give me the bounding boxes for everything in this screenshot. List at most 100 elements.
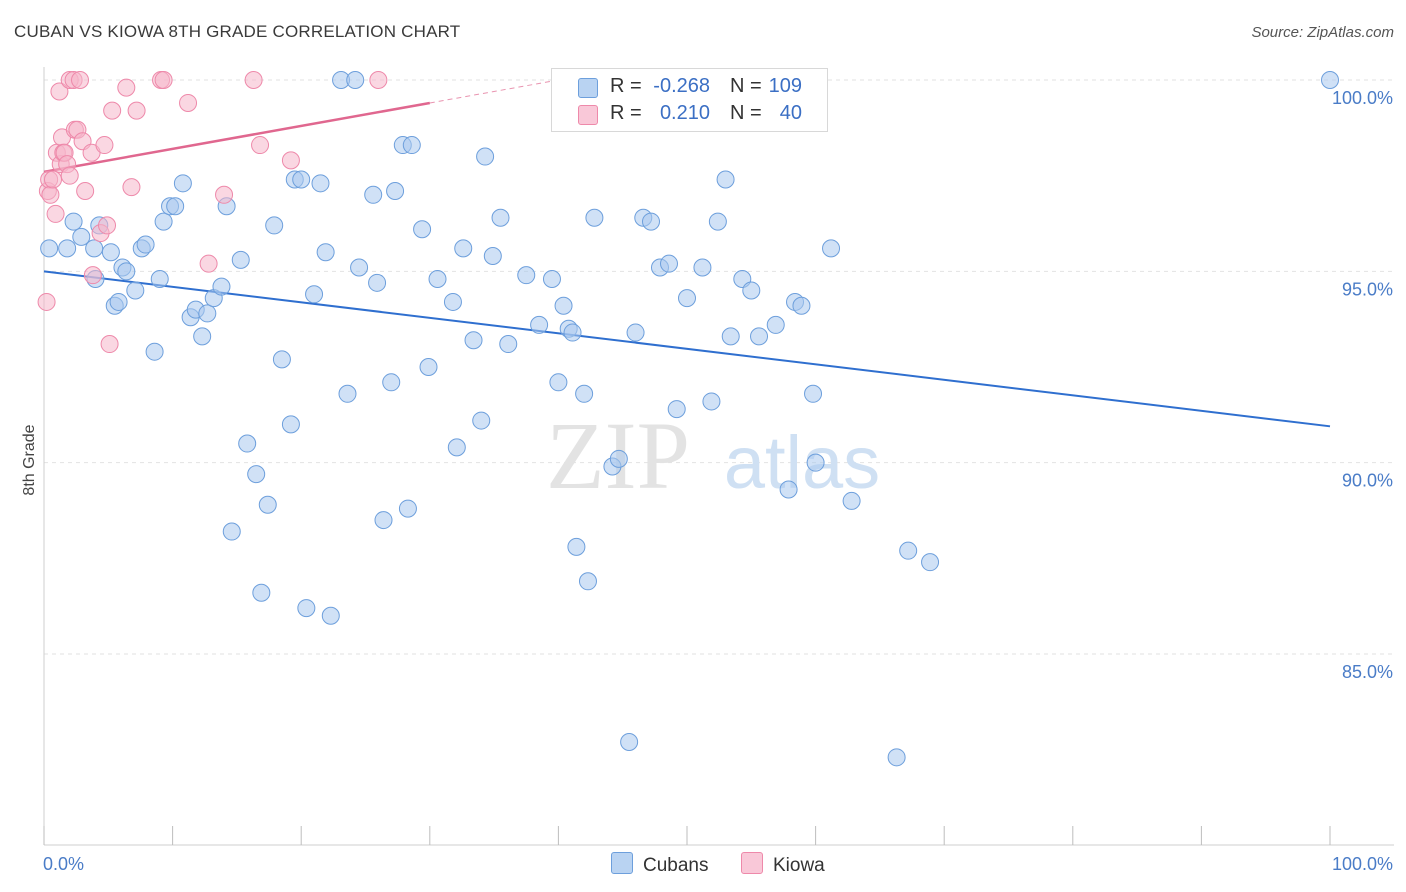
watermark: ZIP atlas <box>546 402 880 509</box>
cubans-point <box>58 239 77 258</box>
kiowa-point <box>44 170 63 189</box>
cubans-point <box>454 239 473 258</box>
kiowa-point <box>199 254 218 273</box>
kiowa-point <box>46 204 65 223</box>
cubans-point <box>585 208 604 227</box>
kiowa-point <box>179 93 198 112</box>
cubans-point <box>265 216 284 235</box>
kiowa-trend-line-extension <box>429 79 559 104</box>
cubans-point <box>804 384 823 403</box>
bottom-kiowa-label: Kiowa <box>773 855 825 876</box>
cubans-point <box>921 553 940 572</box>
cubans-point <box>491 208 510 227</box>
kiowa-trend-line <box>43 101 431 174</box>
cubans-point <box>659 254 678 273</box>
cubans-point <box>292 170 311 189</box>
cubans-point <box>101 243 120 262</box>
cubans-point <box>364 185 383 204</box>
cubans-point <box>136 235 155 254</box>
cubans-point <box>258 495 277 514</box>
cubans-point <box>126 281 145 300</box>
bottom-cubans-swatch <box>611 852 633 874</box>
cubans-point <box>554 296 573 315</box>
bottom-legend-kiowa: Kiowa <box>741 852 825 877</box>
watermark-atlas: atlas <box>724 421 880 504</box>
cubans-point <box>272 350 291 369</box>
bottom-cubans-label: Cubans <box>643 855 709 876</box>
kiowa-point <box>76 181 95 200</box>
cubans-point <box>398 499 417 518</box>
cubans-point <box>578 572 597 591</box>
cubans-point <box>549 373 568 392</box>
cubans-point <box>311 174 330 193</box>
cubans-point <box>281 415 300 434</box>
cubans-point <box>316 243 335 262</box>
cubans-r-label: R = <box>610 75 642 97</box>
cubans-point <box>530 315 549 334</box>
kiowa-point <box>98 216 117 235</box>
cubans-point <box>305 285 324 304</box>
cubans-point <box>145 342 164 361</box>
cubans-n-value: 109 <box>768 75 802 97</box>
cubans-point <box>64 212 83 231</box>
kiowa-swatch <box>578 105 598 125</box>
y-tick-label: 100.0% <box>1332 88 1393 108</box>
y-axis-label: 8th Grade <box>21 424 38 495</box>
kiowa-point <box>37 292 56 311</box>
cubans-point <box>822 239 841 258</box>
cubans-point <box>620 733 639 752</box>
cubans-n-label: N = <box>730 75 762 97</box>
cubans-r-value: -0.268 <box>653 75 710 97</box>
cubans-point <box>40 239 59 258</box>
kiowa-point <box>215 185 234 204</box>
cubans-point <box>779 480 798 499</box>
cubans-point <box>563 323 582 342</box>
cubans-point <box>231 250 250 269</box>
cubans-trend-line <box>43 270 1331 428</box>
cubans-point <box>117 262 136 281</box>
chart-title: CUBAN VS KIOWA 8TH GRADE CORRELATION CHA… <box>14 22 461 41</box>
gridlines: 85.0% 90.0% 95.0% 100.0% <box>44 79 1394 682</box>
kiowa-point <box>122 178 141 197</box>
cubans-point <box>72 227 91 246</box>
kiowa-point <box>50 82 69 101</box>
kiowa-point <box>251 136 270 155</box>
kiowa-point <box>281 151 300 170</box>
kiowa-point <box>127 101 146 120</box>
kiowa-r-label: R = <box>610 102 642 124</box>
cubans-point <box>166 197 185 216</box>
cubans-point <box>1321 71 1339 89</box>
cubans-point <box>499 335 518 354</box>
cubans-point <box>721 327 740 346</box>
cubans-point <box>483 247 502 266</box>
cubans-point <box>792 296 811 315</box>
correlation-legend: R = -0.268 N = 109 R = 0.210 N = 40 <box>551 68 828 132</box>
kiowa-point <box>100 335 119 354</box>
trend-lines <box>43 79 1331 428</box>
kiowa-point <box>41 185 60 204</box>
source-label: Source: ZipAtlas.com <box>1251 24 1394 41</box>
cubans-point <box>428 269 447 288</box>
cubans-point <box>641 212 660 231</box>
cubans-point <box>693 258 712 277</box>
kiowa-point <box>154 71 173 89</box>
cubans-point <box>297 599 316 618</box>
cubans-point <box>517 266 536 285</box>
kiowa-point <box>71 71 90 89</box>
cubans-point <box>667 400 686 419</box>
cubans-point <box>212 277 231 296</box>
cubans-point <box>402 136 421 155</box>
cubans-point <box>85 239 104 258</box>
cubans-point <box>447 438 466 457</box>
cubans-point <box>346 71 365 89</box>
kiowa-r-value: 0.210 <box>659 102 710 124</box>
x-tick-label-min: 0.0% <box>43 854 84 874</box>
kiowa-point <box>83 266 102 285</box>
kiowa-point <box>95 136 114 155</box>
bottom-kiowa-swatch <box>741 852 763 874</box>
cubans-point <box>222 522 241 541</box>
y-tick-label: 95.0% <box>1342 279 1393 299</box>
cubans-point <box>887 748 906 767</box>
cubans-point <box>742 281 761 300</box>
cubans-point <box>575 384 594 403</box>
